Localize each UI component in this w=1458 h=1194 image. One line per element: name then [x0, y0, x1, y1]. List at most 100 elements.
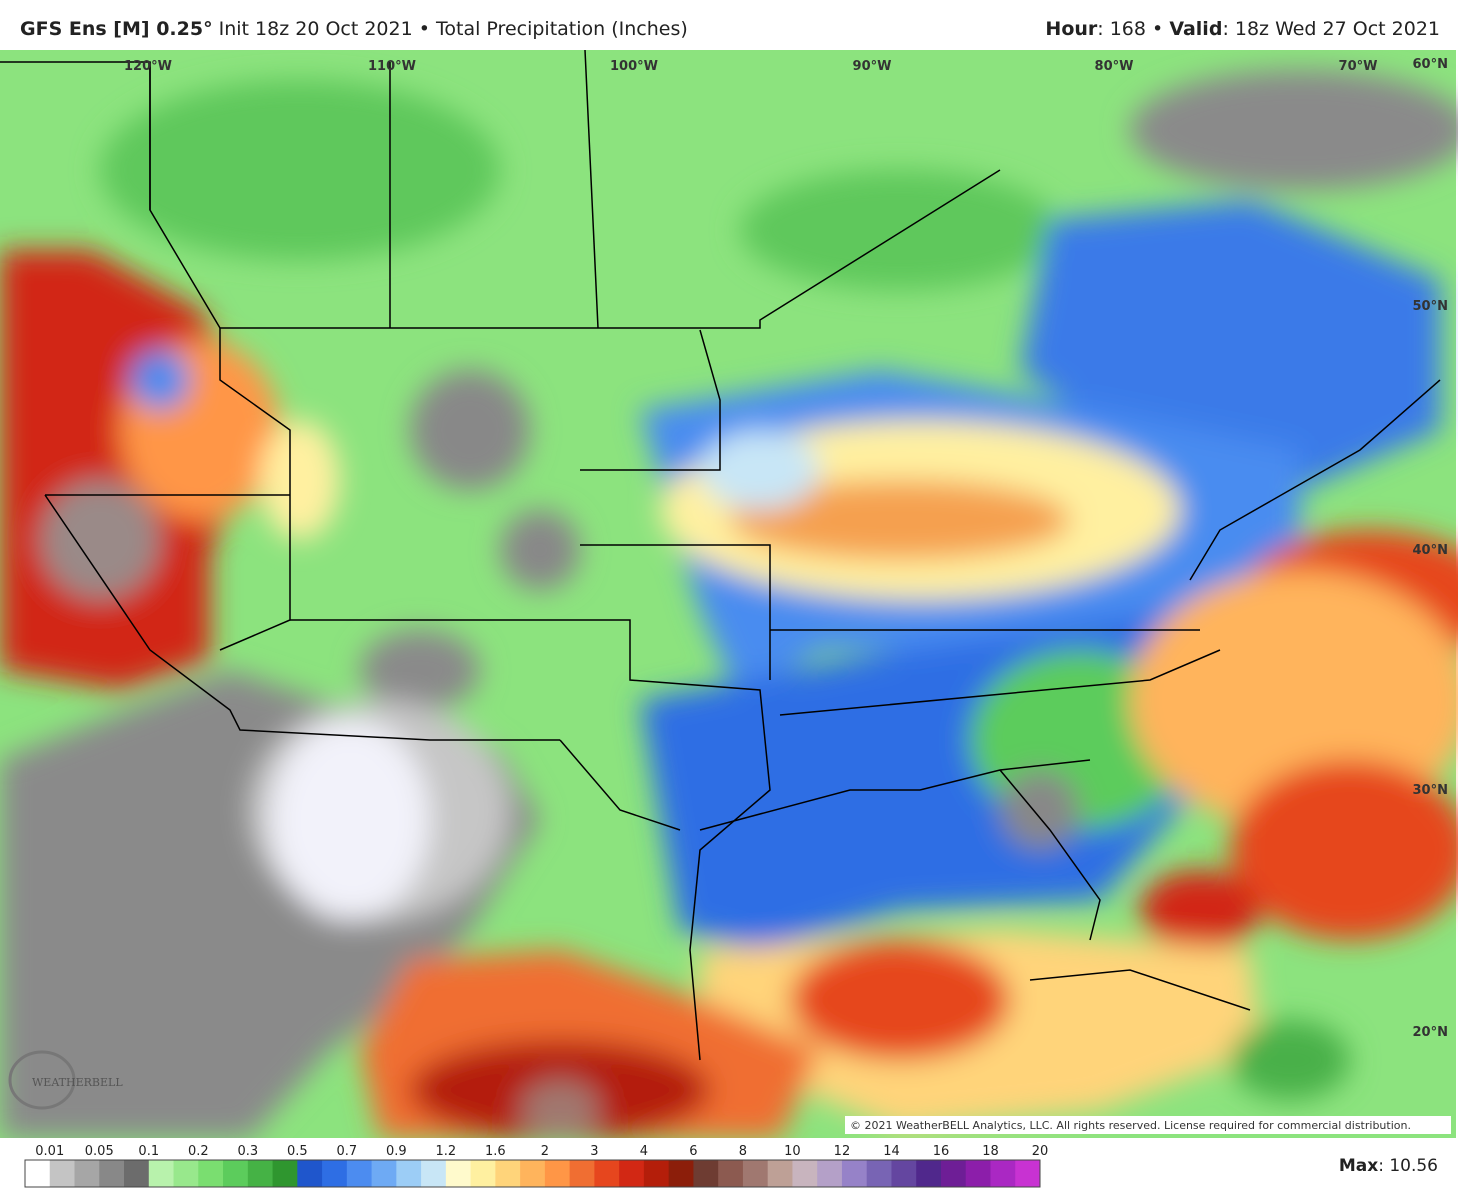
border-line: [580, 544, 771, 680]
colorbar-tick: 18: [982, 1144, 999, 1159]
colorbar-cell: [693, 1160, 719, 1187]
lon-label: 110°W: [368, 59, 416, 74]
lon-label: 120°W: [124, 59, 172, 74]
colorbar-cell: [322, 1160, 348, 1187]
colorbar-cell: [619, 1160, 645, 1187]
colorbar-cell: [1015, 1160, 1041, 1187]
border-line: [999, 769, 1101, 941]
border-line: [584, 50, 599, 329]
max-label: Max: [1338, 1156, 1379, 1176]
colorbar-cell: [544, 1160, 571, 1187]
border-line: [219, 328, 291, 651]
colorbar-tick: 16: [933, 1144, 950, 1159]
lon-label: 70°W: [1339, 59, 1378, 74]
colorbar-tick: 3: [590, 1144, 598, 1159]
separator: •: [418, 18, 430, 40]
border-line: [699, 759, 1091, 831]
border-line: [1029, 969, 1251, 1011]
lat-label: 20°N: [1413, 1025, 1448, 1040]
colorbar-cell: [124, 1160, 150, 1187]
colorbar-cell: [792, 1160, 818, 1187]
colorbar-tick: 0.7: [336, 1144, 357, 1159]
border-line: [290, 619, 771, 1061]
border-line: [580, 329, 721, 471]
precip-field: [0, 70, 1458, 1138]
colorbar-cell: [668, 1160, 694, 1187]
colorbar-cell: [965, 1160, 991, 1187]
colorbar-tick: 1.6: [485, 1144, 506, 1159]
header-right: Hour: 168 • Valid: 18z Wed 27 Oct 2021: [1045, 18, 1440, 40]
hour-label: Hour: [1045, 18, 1098, 40]
colorbar-cell: [272, 1160, 298, 1187]
colorbar-cell: [594, 1160, 620, 1187]
colorbar-tick: 6: [689, 1144, 697, 1159]
colorbar-tick: 0.1: [138, 1144, 159, 1159]
colorbar-cell: [74, 1160, 100, 1187]
colorbar-cell: [817, 1160, 843, 1187]
logo: WEATHERBELL: [32, 1076, 123, 1089]
colorbar-tick: 12: [834, 1144, 851, 1159]
colorbar-tick: 10: [784, 1144, 801, 1159]
separator: •: [1152, 18, 1164, 40]
lon-label: 80°W: [1095, 59, 1134, 74]
border-line: [559, 739, 681, 831]
border-line: [1189, 379, 1441, 581]
lon-labels: 120°W 110°W 100°W 90°W 80°W 70°W: [124, 59, 1377, 74]
colorbar-cell: [767, 1160, 793, 1187]
valid-value: : 18z Wed 27 Oct 2021: [1222, 18, 1440, 40]
map: 120°W 110°W 100°W 90°W 80°W 70°W 60°N 50°N 40°N…: [0, 50, 1458, 1138]
colorbar-tick: 0.01: [35, 1144, 64, 1159]
header-left: GFS Ens [M] 0.25° Init 18z 20 Oct 2021 •…: [20, 18, 688, 40]
init: Init 18z 20 Oct 2021: [218, 18, 413, 40]
colorbar-cell: [297, 1160, 323, 1187]
max-value: : 10.56: [1378, 1156, 1438, 1176]
colorbar-tick: 0.3: [237, 1144, 258, 1159]
lon-label: 100°W: [610, 59, 658, 74]
borders: [0, 50, 1441, 1061]
lat-label: 40°N: [1413, 543, 1448, 558]
colorbar-cell: [223, 1160, 249, 1187]
colorbar-cell: [49, 1160, 76, 1187]
hour-value: : 168: [1097, 18, 1146, 40]
lon-label: 90°W: [853, 59, 892, 74]
colorbar-cell: [247, 1160, 274, 1187]
colorbar-cell: [445, 1160, 472, 1187]
colorbar-cell: [470, 1160, 496, 1187]
copyright: © 2021 WeatherBELL Analytics, LLC. All r…: [850, 1119, 1411, 1132]
colorbar-tick: 8: [739, 1144, 747, 1159]
colorbar-tick: 0.05: [85, 1144, 114, 1159]
lat-labels: 60°N 50°N 40°N 30°N 20°N: [1413, 57, 1448, 1040]
max: Max: 10.56: [1339, 1156, 1438, 1176]
colorbar-cell: [742, 1160, 769, 1187]
colorbar-cell: [718, 1160, 744, 1187]
colorbar-tick: 1.2: [436, 1144, 457, 1159]
logo-swirl: [8, 1050, 76, 1110]
colorbar-cell: [25, 1160, 51, 1187]
colorbar-tick: 4: [640, 1144, 648, 1159]
colorbar-tick: 2: [541, 1144, 549, 1159]
field: Total Precipitation (Inches): [436, 18, 688, 40]
colorbar-cell: [198, 1160, 224, 1187]
colorbar-cell: [520, 1160, 546, 1187]
colorbar-tick: 0.5: [287, 1144, 308, 1159]
colorbar-tick: 20: [1032, 1144, 1049, 1159]
colorbar-cell: [990, 1160, 1016, 1187]
colorbar-cell: [148, 1160, 175, 1187]
model: GFS Ens [M] 0.25°: [20, 18, 213, 40]
colorbar-cell: [866, 1160, 892, 1187]
colorbar-cell: [371, 1160, 397, 1187]
colorbar-cell: [346, 1160, 373, 1187]
colorbar-cell: [495, 1160, 521, 1187]
border-line: [44, 494, 560, 741]
colorbar-tick: 0.2: [188, 1144, 209, 1159]
colorbar-cell: [891, 1160, 917, 1187]
colorbar-cell: [569, 1160, 595, 1187]
lat-label: 50°N: [1413, 299, 1448, 314]
colorbar-cell: [173, 1160, 199, 1187]
lat-label: 60°N: [1413, 57, 1448, 72]
colorbar-cell: [99, 1160, 125, 1187]
colorbar-frame: [24, 1159, 1041, 1188]
colorbar-tick: 0.9: [386, 1144, 407, 1159]
colorbar-cell: [421, 1160, 447, 1187]
valid-label: Valid: [1169, 18, 1223, 40]
